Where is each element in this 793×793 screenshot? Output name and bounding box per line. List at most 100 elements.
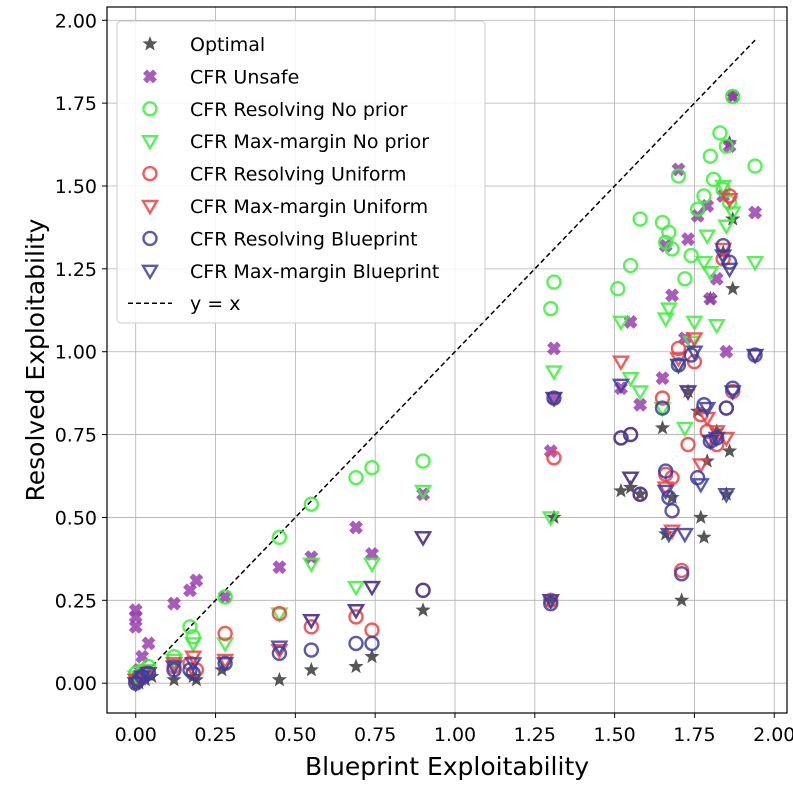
legend-label: CFR Resolving Uniform	[190, 164, 406, 186]
legend-label: CFR Unsafe	[190, 66, 299, 88]
y-tick-label: 0.25	[55, 590, 97, 612]
data-point	[413, 484, 433, 501]
data-point	[633, 397, 648, 412]
data-point	[365, 546, 379, 561]
data-point	[703, 291, 718, 306]
data-point	[657, 463, 674, 479]
data-point	[349, 520, 363, 535]
data-point	[719, 344, 734, 359]
data-point	[126, 676, 145, 693]
data-point	[166, 671, 182, 687]
legend-label: CFR Max-margin No prior	[190, 131, 429, 153]
data-point	[748, 205, 763, 220]
y-tick-label: 0.50	[55, 507, 97, 529]
data-point	[680, 383, 696, 398]
data-point	[720, 193, 739, 209]
data-point	[656, 481, 675, 497]
data-point	[714, 179, 733, 196]
series-7	[126, 249, 765, 693]
data-point	[271, 529, 288, 546]
data-point	[544, 365, 564, 381]
data-point	[725, 89, 740, 104]
data-point	[654, 419, 671, 435]
x-tick-label: 2.00	[753, 724, 793, 746]
data-point	[714, 249, 733, 265]
x-tick-label: 0.50	[274, 724, 316, 746]
y-tick-label: 0.75	[55, 425, 97, 447]
data-point	[364, 648, 380, 664]
data-point	[677, 271, 693, 287]
data-point	[673, 566, 690, 582]
data-point	[611, 378, 631, 395]
data-point	[272, 560, 287, 575]
y-tick-label: 1.50	[55, 176, 97, 198]
data-point	[693, 509, 709, 524]
data-point	[669, 358, 688, 375]
legend-label: Optimal	[190, 34, 265, 56]
data-point	[348, 635, 364, 652]
data-point	[139, 667, 158, 683]
data-point	[270, 607, 289, 623]
data-point	[632, 486, 648, 501]
data-point	[745, 348, 765, 365]
data-point	[346, 604, 366, 620]
y-tick-label: 0.00	[55, 673, 97, 695]
data-point	[670, 340, 687, 357]
data-point	[725, 88, 741, 105]
legend-marker	[143, 69, 157, 84]
data-point	[216, 637, 235, 653]
data-point	[655, 371, 670, 386]
reference-line-layer	[135, 39, 756, 684]
data-point	[216, 653, 235, 670]
x-axis-label: Blueprint Exploitability	[305, 752, 589, 781]
data-point	[303, 619, 320, 635]
data-point	[611, 355, 631, 372]
data-point	[547, 341, 561, 356]
data-point	[141, 636, 156, 651]
x-tick-label: 1.00	[434, 724, 476, 746]
data-point	[544, 391, 564, 408]
y-tick-label: 1.25	[55, 259, 97, 281]
data-point	[685, 332, 704, 348]
data-point	[216, 657, 235, 673]
legend-marker	[142, 230, 158, 247]
data-point	[691, 478, 710, 494]
data-point	[717, 488, 736, 504]
data-point	[654, 400, 671, 416]
axis-ticks: 0.00 0.25 0.50 0.75 1.00 1.25 1.50 1.75 2.00 0.00…	[55, 10, 793, 746]
data-point	[415, 582, 431, 599]
data-point	[613, 482, 629, 498]
data-point	[164, 660, 184, 676]
x-tick-label: 0.00	[115, 724, 157, 746]
data-point	[362, 557, 382, 574]
data-point	[715, 237, 731, 254]
data-point	[304, 550, 319, 565]
data-point	[632, 486, 648, 502]
plot-frame	[106, 6, 788, 714]
x-tick-label: 1.75	[673, 724, 715, 746]
data-point	[723, 385, 742, 401]
x-tick-label: 0.75	[354, 724, 396, 746]
data-point	[348, 609, 364, 625]
data-point	[302, 557, 321, 574]
legend-marker	[140, 264, 160, 281]
data-point	[718, 400, 735, 416]
data-point	[270, 640, 289, 657]
legend-label: CFR Max-margin Blueprint	[190, 261, 439, 283]
data-point	[189, 573, 204, 588]
data-point	[622, 257, 639, 274]
data-point	[413, 531, 433, 547]
data-point	[167, 596, 181, 611]
legend-marker	[142, 165, 158, 182]
data-point	[689, 469, 706, 486]
data-point	[613, 430, 629, 446]
data-point	[690, 403, 706, 418]
data-point	[721, 194, 738, 211]
data-point	[681, 232, 695, 246]
data-point	[718, 138, 735, 154]
data-point	[707, 318, 726, 335]
data-point	[362, 580, 382, 597]
data-point	[654, 390, 671, 406]
data-point	[543, 595, 559, 612]
